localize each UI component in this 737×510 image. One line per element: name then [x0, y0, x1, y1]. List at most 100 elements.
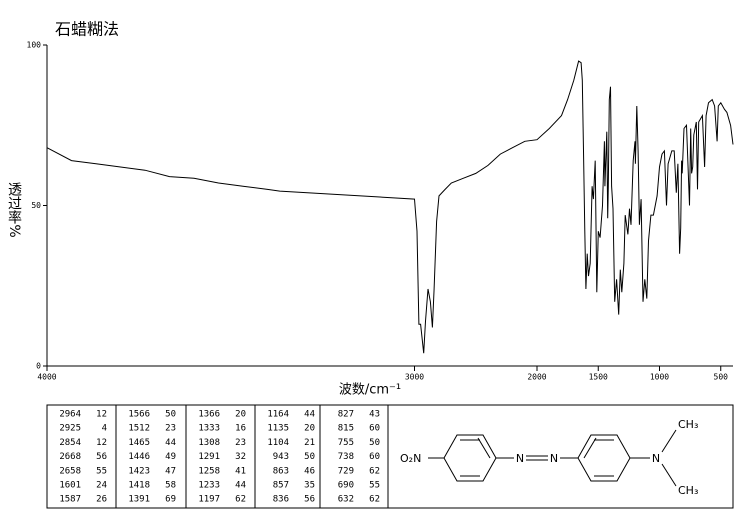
table-cell: 60: [369, 424, 380, 434]
table-cell: 1291: [198, 452, 220, 462]
table-frame: [46, 404, 734, 509]
table-cell: 738: [338, 452, 354, 462]
axes: [46, 45, 733, 367]
table-cell: 1308: [198, 438, 220, 448]
table-cell: 55: [369, 481, 380, 491]
table-cell: 1197: [198, 495, 220, 505]
table-cell: 62: [369, 466, 380, 476]
table-cell: 1446: [128, 452, 150, 462]
atom-label: N: [516, 452, 524, 465]
table-cell: 1135: [267, 424, 289, 434]
table-cell: 1566: [128, 410, 150, 420]
y-tick-label: 100: [27, 41, 42, 50]
table-cell: 47: [165, 466, 176, 476]
table-cell: 20: [304, 424, 315, 434]
table-cell: 35: [304, 481, 315, 491]
table-cell: 23: [165, 424, 176, 434]
atom-label: O₂N: [400, 452, 421, 465]
table-cell: 755: [338, 438, 354, 448]
table-cell: 55: [96, 466, 107, 476]
table-cell: 21: [304, 438, 315, 448]
table-cell: 49: [165, 452, 176, 462]
y-axis-label: 透过率%: [6, 182, 22, 237]
structure-bonds: [428, 429, 677, 487]
table-cell: 62: [369, 495, 380, 505]
table-cell: 863: [273, 466, 289, 476]
table-cell: 4: [102, 424, 107, 434]
spectrum-line: [46, 60, 734, 354]
table-cell: 1366: [198, 410, 220, 420]
table-cell: 729: [338, 466, 354, 476]
table-cell: 836: [273, 495, 289, 505]
table-cell: 1104: [267, 438, 289, 448]
bond: [661, 463, 677, 487]
chart-title: 石蜡糊法: [55, 20, 119, 39]
table-cell: 26: [96, 495, 107, 505]
bond: [583, 437, 597, 459]
table-cell: 23: [235, 438, 246, 448]
benzene-ring: [577, 434, 631, 482]
table-cell: 50: [165, 410, 176, 420]
table-cell: 43: [369, 410, 380, 420]
table-cell: 44: [235, 481, 246, 491]
table-cell: 1233: [198, 481, 220, 491]
table-cell: 50: [304, 452, 315, 462]
x-tick-label: 1000: [650, 373, 669, 382]
table-cell: 46: [304, 466, 315, 476]
bond: [477, 437, 491, 459]
table-cell: 1587: [59, 495, 81, 505]
atom-label: CH₃: [678, 418, 698, 431]
table-cell: 24: [96, 481, 107, 491]
table-cell: 16: [235, 424, 246, 434]
bond: [661, 429, 677, 453]
table-cell: 1164: [267, 410, 289, 420]
y-tick-label: 0: [36, 362, 41, 371]
table-cell: 1601: [59, 481, 81, 491]
table-cell: 62: [235, 495, 246, 505]
table-cell: 44: [165, 438, 176, 448]
table-cell: 815: [338, 424, 354, 434]
table-cell: 20: [235, 410, 246, 420]
table-cell: 1391: [128, 495, 150, 505]
atom-label: N: [550, 452, 558, 465]
table-cell: 56: [96, 452, 107, 462]
table-cell: 632: [338, 495, 354, 505]
table-cell: 943: [273, 452, 289, 462]
table-cell: 32: [235, 452, 246, 462]
table-cell: 2658: [59, 466, 81, 476]
atom-label: N: [652, 452, 660, 465]
table-cell: 41: [235, 466, 246, 476]
table-cell: 60: [369, 452, 380, 462]
table-cell: 1423: [128, 466, 150, 476]
table-cell: 56: [304, 495, 315, 505]
benzene-ring: [443, 434, 497, 482]
x-tick-label: 1500: [589, 373, 608, 382]
table-cell: 857: [273, 481, 289, 491]
table-cell: 2854: [59, 438, 81, 448]
x-tick-label: 4000: [37, 373, 56, 382]
table-cell: 1258: [198, 466, 220, 476]
x-tick-label: 500: [714, 373, 729, 382]
table-cell: 69: [165, 495, 176, 505]
y-tick-label: 50: [31, 201, 41, 210]
table-cell: 1418: [128, 481, 150, 491]
table-cell: 2925: [59, 424, 81, 434]
table-cell: 1512: [128, 424, 150, 434]
x-tick-label: 2000: [527, 373, 546, 382]
structure-labels: O₂N N N N CH₃ CH₃: [400, 418, 698, 497]
table-cell: 1465: [128, 438, 150, 448]
x-axis-label: 波数/cm⁻¹: [339, 383, 401, 398]
table-cell: 12: [96, 438, 107, 448]
peak-table: [46, 404, 734, 509]
table-cell: 2964: [59, 410, 81, 420]
table-cell: 2668: [59, 452, 81, 462]
table-cell: 50: [369, 438, 380, 448]
x-tick-label: 3000: [405, 373, 424, 382]
table-cell: 1333: [198, 424, 220, 434]
table-cell: 44: [304, 410, 315, 420]
table-cell: 690: [338, 481, 354, 491]
table-cell: 827: [338, 410, 354, 420]
table-cell: 12: [96, 410, 107, 420]
atom-label: CH₃: [678, 484, 698, 497]
